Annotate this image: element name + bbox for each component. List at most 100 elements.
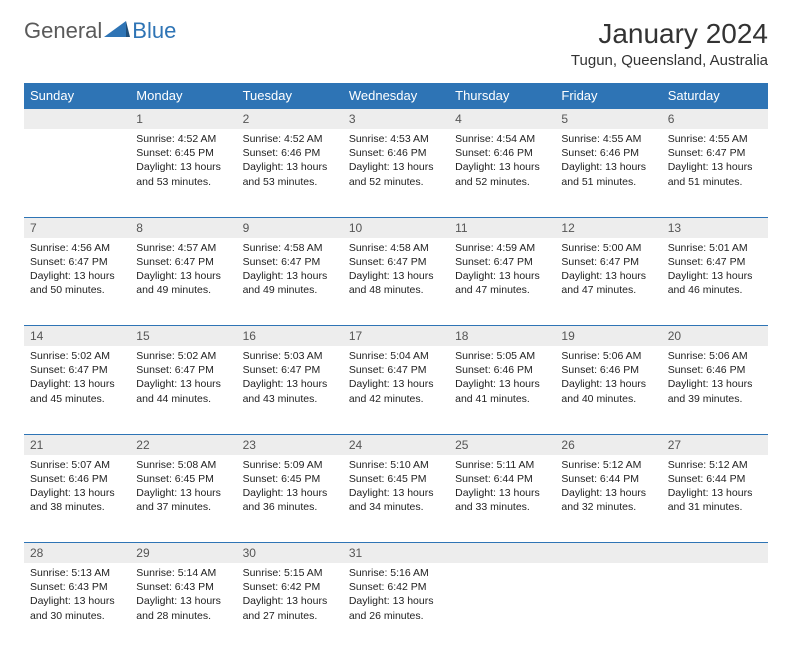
logo-triangle-icon [104,19,130,44]
day-number [449,543,555,564]
day-cell: Sunrise: 5:02 AMSunset: 6:47 PMDaylight:… [130,346,236,434]
daylight-text: Daylight: 13 hours and 49 minutes. [243,269,337,297]
day-number: 28 [24,543,130,564]
day-cell: Sunrise: 5:02 AMSunset: 6:47 PMDaylight:… [24,346,130,434]
day-cell: Sunrise: 4:59 AMSunset: 6:47 PMDaylight:… [449,238,555,326]
daylight-text: Daylight: 13 hours and 39 minutes. [668,377,762,405]
location-text: Tugun, Queensland, Australia [571,52,768,69]
day-number: 24 [343,434,449,455]
day-number: 4 [449,109,555,130]
day-number: 10 [343,217,449,238]
sunrise-text: Sunrise: 5:06 AM [668,349,762,363]
page-title: January 2024 [571,18,768,50]
day-cell: Sunrise: 5:08 AMSunset: 6:45 PMDaylight:… [130,455,236,543]
day-cell: Sunrise: 4:52 AMSunset: 6:45 PMDaylight:… [130,129,236,217]
sunrise-text: Sunrise: 4:58 AM [349,241,443,255]
day-number: 6 [662,109,768,130]
sunset-text: Sunset: 6:45 PM [243,472,337,486]
day-number [555,543,661,564]
sunrise-text: Sunrise: 5:03 AM [243,349,337,363]
sunrise-text: Sunrise: 5:06 AM [561,349,655,363]
weekday-header: Wednesday [343,83,449,109]
sunrise-text: Sunrise: 4:53 AM [349,132,443,146]
day-cell [662,563,768,651]
sunset-text: Sunset: 6:47 PM [561,255,655,269]
sunset-text: Sunset: 6:47 PM [349,255,443,269]
daylight-text: Daylight: 13 hours and 53 minutes. [136,160,230,188]
day-number [24,109,130,130]
daylight-text: Daylight: 13 hours and 50 minutes. [30,269,124,297]
logo-text-blue: Blue [132,18,176,44]
sunset-text: Sunset: 6:46 PM [30,472,124,486]
daylight-text: Daylight: 13 hours and 26 minutes. [349,594,443,622]
sunrise-text: Sunrise: 5:07 AM [30,458,124,472]
day-number: 1 [130,109,236,130]
sunset-text: Sunset: 6:46 PM [243,146,337,160]
day-number: 14 [24,326,130,347]
day-number: 17 [343,326,449,347]
sunrise-text: Sunrise: 5:16 AM [349,566,443,580]
day-cell: Sunrise: 5:12 AMSunset: 6:44 PMDaylight:… [662,455,768,543]
sunset-text: Sunset: 6:47 PM [136,363,230,377]
sunset-text: Sunset: 6:46 PM [668,363,762,377]
daynum-row: 21222324252627 [24,434,768,455]
sunset-text: Sunset: 6:46 PM [561,146,655,160]
content-row: Sunrise: 4:52 AMSunset: 6:45 PMDaylight:… [24,129,768,217]
daylight-text: Daylight: 13 hours and 28 minutes. [136,594,230,622]
day-cell: Sunrise: 4:58 AMSunset: 6:47 PMDaylight:… [343,238,449,326]
weekday-header: Friday [555,83,661,109]
sunset-text: Sunset: 6:46 PM [455,146,549,160]
day-number: 5 [555,109,661,130]
sunrise-text: Sunrise: 5:08 AM [136,458,230,472]
sunrise-text: Sunrise: 5:01 AM [668,241,762,255]
logo-text-general: General [24,18,102,44]
daynum-row: 28293031 [24,543,768,564]
daylight-text: Daylight: 13 hours and 45 minutes. [30,377,124,405]
daynum-row: 14151617181920 [24,326,768,347]
weekday-header-row: SundayMondayTuesdayWednesdayThursdayFrid… [24,83,768,109]
day-number: 23 [237,434,343,455]
sunrise-text: Sunrise: 5:11 AM [455,458,549,472]
day-number: 15 [130,326,236,347]
day-cell: Sunrise: 5:07 AMSunset: 6:46 PMDaylight:… [24,455,130,543]
sunrise-text: Sunrise: 4:52 AM [136,132,230,146]
sunset-text: Sunset: 6:47 PM [668,255,762,269]
content-row: Sunrise: 5:07 AMSunset: 6:46 PMDaylight:… [24,455,768,543]
content-row: Sunrise: 4:56 AMSunset: 6:47 PMDaylight:… [24,238,768,326]
sunset-text: Sunset: 6:42 PM [349,580,443,594]
sunrise-text: Sunrise: 5:12 AM [561,458,655,472]
day-number: 18 [449,326,555,347]
daylight-text: Daylight: 13 hours and 53 minutes. [243,160,337,188]
day-cell: Sunrise: 4:55 AMSunset: 6:46 PMDaylight:… [555,129,661,217]
day-cell: Sunrise: 5:06 AMSunset: 6:46 PMDaylight:… [555,346,661,434]
sunrise-text: Sunrise: 5:02 AM [30,349,124,363]
sunset-text: Sunset: 6:45 PM [136,472,230,486]
daylight-text: Daylight: 13 hours and 38 minutes. [30,486,124,514]
sunrise-text: Sunrise: 5:09 AM [243,458,337,472]
sunset-text: Sunset: 6:45 PM [349,472,443,486]
day-cell: Sunrise: 5:09 AMSunset: 6:45 PMDaylight:… [237,455,343,543]
day-number: 21 [24,434,130,455]
day-number: 13 [662,217,768,238]
title-block: January 2024 Tugun, Queensland, Australi… [571,18,768,69]
daylight-text: Daylight: 13 hours and 37 minutes. [136,486,230,514]
day-cell: Sunrise: 5:03 AMSunset: 6:47 PMDaylight:… [237,346,343,434]
daylight-text: Daylight: 13 hours and 42 minutes. [349,377,443,405]
daynum-row: 123456 [24,109,768,130]
content-row: Sunrise: 5:13 AMSunset: 6:43 PMDaylight:… [24,563,768,651]
day-number: 31 [343,543,449,564]
sunrise-text: Sunrise: 5:15 AM [243,566,337,580]
day-cell: Sunrise: 5:06 AMSunset: 6:46 PMDaylight:… [662,346,768,434]
day-cell [449,563,555,651]
weekday-header: Thursday [449,83,555,109]
sunset-text: Sunset: 6:45 PM [136,146,230,160]
day-cell: Sunrise: 5:14 AMSunset: 6:43 PMDaylight:… [130,563,236,651]
sunrise-text: Sunrise: 4:59 AM [455,241,549,255]
sunrise-text: Sunrise: 4:58 AM [243,241,337,255]
sunset-text: Sunset: 6:47 PM [136,255,230,269]
daylight-text: Daylight: 13 hours and 51 minutes. [561,160,655,188]
day-cell: Sunrise: 5:01 AMSunset: 6:47 PMDaylight:… [662,238,768,326]
day-number: 7 [24,217,130,238]
sunset-text: Sunset: 6:46 PM [561,363,655,377]
day-cell: Sunrise: 5:11 AMSunset: 6:44 PMDaylight:… [449,455,555,543]
